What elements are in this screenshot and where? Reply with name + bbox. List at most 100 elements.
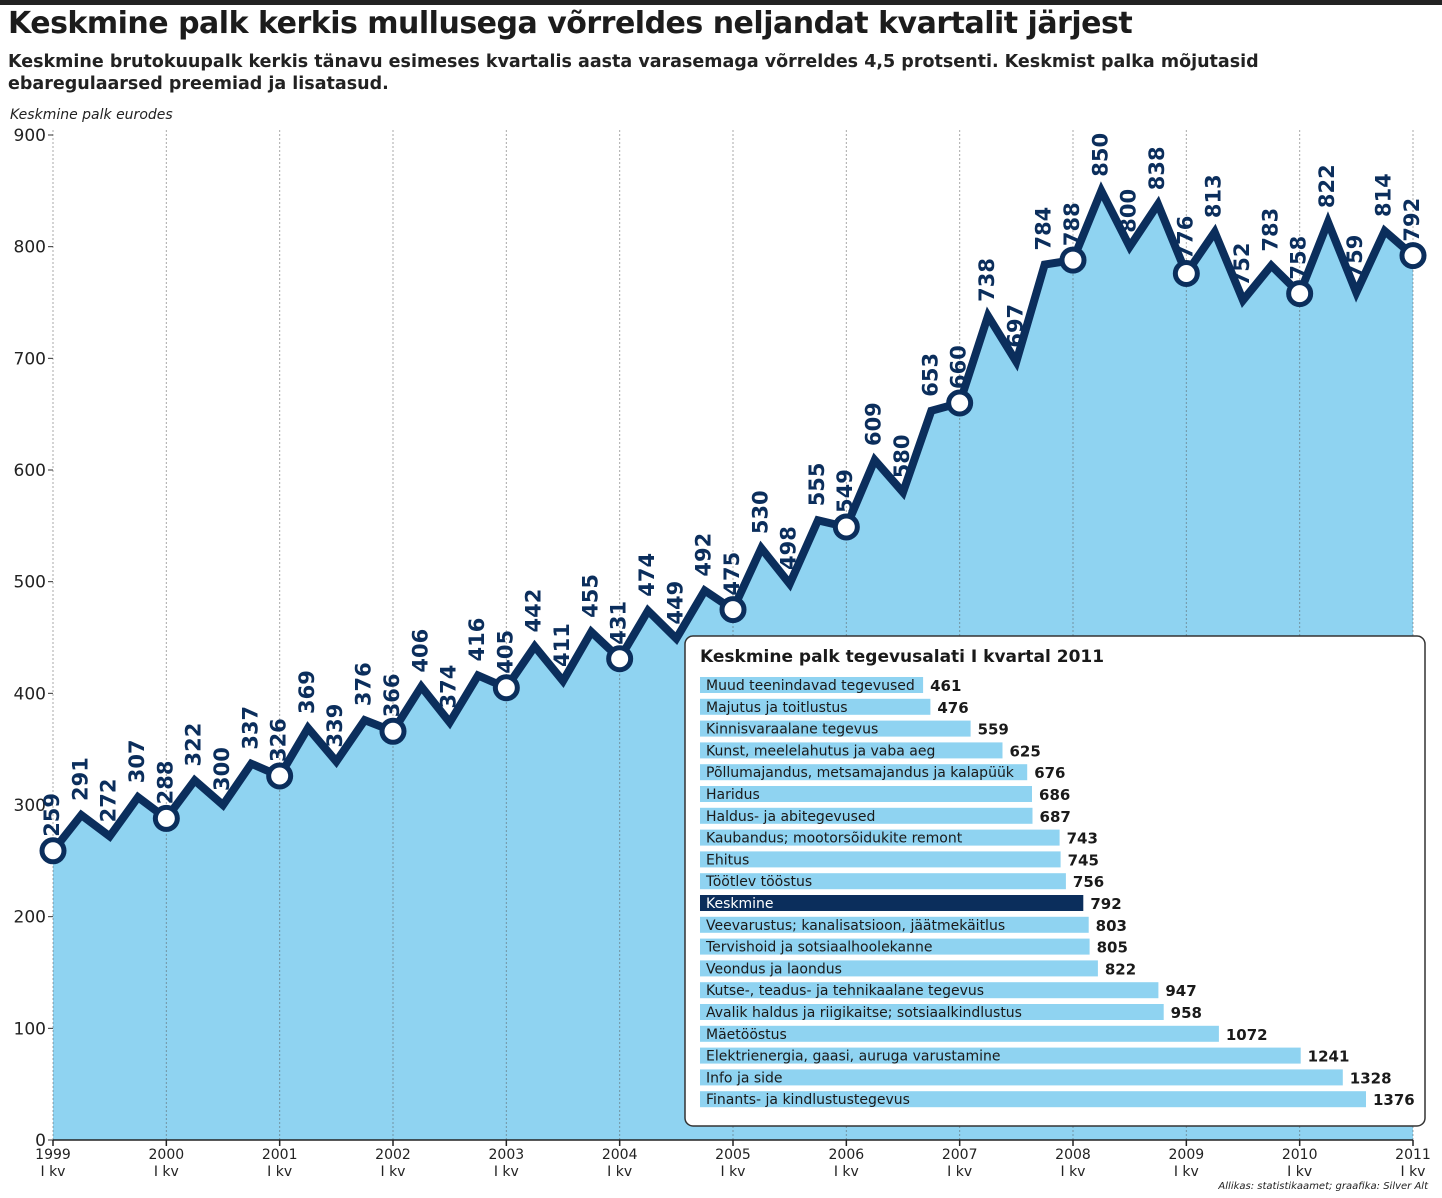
bar (700, 807, 1033, 824)
top-rule (0, 0, 1442, 5)
bar-value-label: 756 (1073, 873, 1104, 891)
data-label: 474 (635, 553, 659, 597)
data-point-marker (1059, 246, 1087, 274)
bar-panel-title: Keskmine palk tegevusalati I kvartal 201… (700, 647, 1104, 667)
data-label: 549 (833, 469, 857, 513)
data-label: 758 (1287, 236, 1311, 280)
data-label: 300 (210, 747, 234, 791)
data-label: 272 (97, 778, 121, 822)
data-point-marker (492, 674, 520, 702)
bar (700, 677, 924, 693)
data-label: 788 (1060, 202, 1084, 246)
data-label: 411 (550, 623, 574, 667)
y-tick-label: 100 (14, 1019, 46, 1039)
bar (700, 764, 1028, 781)
bar-value-label: 745 (1068, 851, 1099, 869)
x-tick-year: 2006 (829, 1147, 865, 1163)
bar (700, 960, 1098, 977)
data-point-marker (832, 513, 860, 541)
bar-category-label: Haridus (706, 787, 760, 803)
bar-category-label: Kunst, meelelahutus ja vaba aeg (706, 743, 935, 759)
data-label: 530 (748, 490, 772, 534)
bar (700, 895, 1084, 911)
x-tick-year: 2002 (375, 1147, 411, 1163)
x-tick-quarter: I kv (1061, 1164, 1086, 1180)
bar-category-label: Kaubandus; mootorsõidukite remont (706, 831, 963, 847)
data-label: 259 (40, 793, 64, 837)
data-point-marker (266, 762, 294, 790)
x-tick-quarter: I kv (607, 1164, 632, 1180)
bar (700, 938, 1090, 955)
bar (700, 786, 1032, 802)
data-point-marker (39, 837, 67, 865)
bar-category-label: Veondus ja laondus (706, 961, 842, 977)
data-label: 776 (1173, 216, 1197, 260)
data-label: 555 (805, 462, 829, 506)
data-point-marker (379, 717, 407, 745)
data-label: 337 (238, 706, 262, 750)
x-tick-year: 1999 (35, 1147, 71, 1163)
y-axis-label: Keskmine palk eurodes (10, 107, 173, 123)
data-point-marker (1286, 280, 1314, 308)
data-label: 609 (862, 402, 886, 446)
data-label: 498 (777, 526, 801, 570)
bar-value-label: 822 (1105, 960, 1136, 978)
bar-value-label: 687 (1040, 808, 1071, 826)
data-point-marker (719, 596, 747, 624)
page-title: Keskmine palk kerkis mullusega võrreldes… (8, 6, 1133, 41)
data-label: 416 (465, 618, 489, 662)
data-label: 322 (182, 723, 206, 767)
data-label: 822 (1315, 164, 1339, 208)
bar-category-label: Töötlev tööstus (705, 874, 812, 890)
y-tick-label: 800 (14, 238, 46, 258)
data-label: 449 (663, 581, 687, 625)
data-label: 660 (947, 345, 971, 389)
y-tick-label: 700 (14, 349, 46, 369)
x-tick-year: 2003 (489, 1147, 525, 1163)
data-label: 814 (1372, 173, 1396, 217)
data-label: 307 (125, 739, 149, 783)
bar-value-label: 1376 (1373, 1091, 1415, 1109)
bar-category-label: Tervishoid ja sotsiaalhoolekanne (705, 940, 932, 956)
data-label: 369 (295, 670, 319, 714)
x-tick-quarter: I kv (267, 1164, 292, 1180)
bar-category-label: Mäetööstus (706, 1027, 787, 1043)
x-tick-quarter: I kv (494, 1164, 519, 1180)
x-tick-quarter: I kv (721, 1164, 746, 1180)
x-tick-year: 2007 (942, 1147, 978, 1163)
page-subtitle: Keskmine brutokuupalk kerkis tänavu esim… (8, 52, 1259, 94)
x-tick-quarter: I kv (947, 1164, 972, 1180)
y-tick-label: 0 (35, 1131, 46, 1151)
bar-category-label: Kutse-, teadus- ja tehnikaalane tegevus (706, 983, 984, 999)
data-point-marker (152, 804, 180, 832)
bar (700, 829, 1060, 846)
bar (700, 1047, 1301, 1064)
bar-value-label: 476 (937, 699, 968, 717)
x-tick-quarter: I kv (1174, 1164, 1199, 1180)
data-label: 431 (607, 601, 631, 645)
data-label: 291 (68, 757, 92, 801)
data-label: 850 (1088, 133, 1112, 177)
x-tick-year: 2000 (149, 1147, 185, 1163)
bar-value-label: 559 (978, 721, 1009, 739)
bar-category-label: Elektrienergia, gaasi, auruga varustamin… (706, 1049, 1000, 1065)
data-label: 406 (408, 629, 432, 673)
data-label: 697 (1003, 304, 1027, 348)
x-tick-year: 2005 (715, 1147, 751, 1163)
x-tick-quarter: I kv (41, 1164, 66, 1180)
bar (700, 982, 1159, 999)
y-tick-label: 600 (14, 461, 46, 481)
bar-category-label: Põllumajandus, metsamajandus ja kalapüük (706, 765, 1015, 781)
data-point-marker (946, 389, 974, 417)
bar (700, 1025, 1219, 1042)
data-label: 792 (1400, 198, 1424, 242)
bar-value-label: 1072 (1226, 1026, 1268, 1044)
bar-category-label: Majutus ja toitlustus (706, 700, 848, 716)
data-point-marker (606, 645, 634, 673)
bar-category-label: Keskmine (706, 896, 774, 912)
bar-value-label: 676 (1034, 764, 1065, 782)
data-label: 784 (1032, 207, 1056, 251)
data-label: 492 (692, 533, 716, 577)
y-tick-label: 400 (14, 684, 46, 704)
